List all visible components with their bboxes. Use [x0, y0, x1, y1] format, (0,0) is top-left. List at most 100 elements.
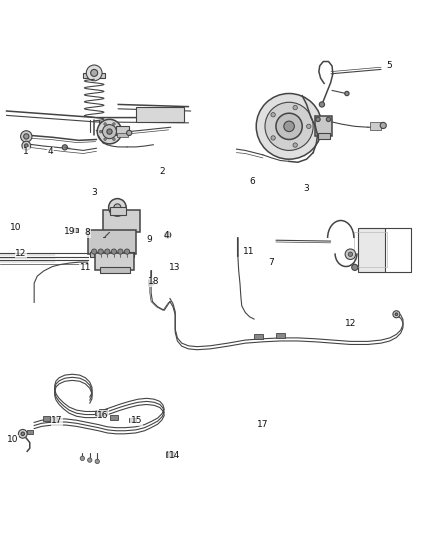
- Text: 6: 6: [249, 177, 255, 187]
- Circle shape: [98, 249, 103, 254]
- Bar: [48, 417, 57, 423]
- Circle shape: [113, 123, 115, 125]
- Circle shape: [348, 252, 353, 256]
- Circle shape: [307, 124, 311, 128]
- Circle shape: [111, 249, 117, 254]
- Bar: [43, 416, 50, 421]
- Text: 2: 2: [159, 166, 165, 175]
- Bar: [110, 207, 126, 215]
- Bar: [72, 228, 78, 232]
- Circle shape: [99, 130, 102, 133]
- Circle shape: [21, 432, 25, 435]
- Bar: [83, 73, 105, 78]
- Circle shape: [92, 249, 97, 254]
- Circle shape: [107, 129, 112, 134]
- Circle shape: [88, 458, 92, 462]
- Circle shape: [293, 106, 297, 110]
- Circle shape: [380, 123, 386, 128]
- Circle shape: [284, 121, 294, 132]
- Circle shape: [265, 102, 313, 150]
- Bar: [276, 333, 285, 338]
- Bar: [90, 252, 134, 257]
- Text: 5: 5: [386, 61, 392, 69]
- Circle shape: [114, 204, 121, 211]
- Bar: [99, 409, 107, 415]
- Circle shape: [18, 430, 27, 438]
- Circle shape: [256, 93, 322, 159]
- Circle shape: [165, 232, 171, 238]
- Text: 15: 15: [131, 416, 142, 425]
- Text: 8: 8: [85, 228, 91, 237]
- Text: 10: 10: [10, 223, 21, 231]
- Circle shape: [127, 130, 132, 135]
- Text: 18: 18: [148, 277, 160, 286]
- Bar: [318, 133, 330, 140]
- Circle shape: [104, 138, 106, 141]
- Circle shape: [345, 249, 356, 260]
- Text: 17: 17: [257, 419, 268, 429]
- Text: 3: 3: [91, 189, 97, 197]
- Circle shape: [293, 143, 297, 147]
- Bar: [136, 107, 184, 122]
- Text: 17: 17: [51, 416, 63, 425]
- Circle shape: [124, 249, 130, 254]
- Text: 11: 11: [243, 247, 254, 256]
- Circle shape: [109, 199, 126, 216]
- Text: 10: 10: [7, 435, 19, 444]
- Circle shape: [91, 69, 98, 76]
- Bar: [370, 122, 381, 130]
- Text: 12: 12: [15, 249, 27, 258]
- Bar: [166, 452, 174, 457]
- Circle shape: [393, 311, 400, 318]
- Circle shape: [395, 313, 398, 316]
- Circle shape: [62, 145, 67, 150]
- Circle shape: [113, 138, 115, 141]
- Circle shape: [319, 102, 325, 107]
- Text: 7: 7: [268, 257, 274, 266]
- Bar: [103, 211, 140, 232]
- Bar: [95, 411, 102, 415]
- Circle shape: [352, 264, 358, 270]
- Bar: [254, 334, 263, 339]
- Circle shape: [151, 281, 154, 285]
- Circle shape: [276, 113, 302, 140]
- Circle shape: [86, 65, 102, 81]
- Text: 9: 9: [146, 235, 152, 244]
- Text: 4: 4: [164, 231, 169, 240]
- Text: 3: 3: [304, 184, 310, 193]
- Circle shape: [21, 131, 32, 142]
- Circle shape: [22, 141, 31, 150]
- Circle shape: [168, 453, 172, 457]
- Circle shape: [105, 249, 110, 254]
- Circle shape: [80, 456, 85, 461]
- Bar: [100, 268, 130, 273]
- Circle shape: [25, 144, 28, 147]
- Bar: [116, 126, 129, 135]
- Circle shape: [102, 125, 117, 139]
- Text: 11: 11: [80, 263, 91, 272]
- Bar: [354, 232, 387, 268]
- Bar: [315, 116, 332, 136]
- Bar: [110, 415, 118, 420]
- Text: 14: 14: [169, 451, 180, 460]
- Bar: [27, 430, 33, 434]
- Bar: [129, 418, 136, 422]
- Text: 13: 13: [169, 263, 180, 272]
- Circle shape: [118, 249, 123, 254]
- Circle shape: [271, 112, 276, 117]
- Circle shape: [104, 123, 106, 125]
- Circle shape: [345, 91, 349, 96]
- Text: 12: 12: [345, 319, 356, 328]
- Bar: [358, 228, 385, 272]
- Bar: [117, 133, 128, 137]
- Circle shape: [117, 130, 120, 133]
- Circle shape: [24, 134, 29, 139]
- Circle shape: [95, 459, 99, 464]
- Circle shape: [316, 117, 320, 122]
- Bar: [88, 230, 136, 254]
- Text: 16: 16: [97, 411, 109, 420]
- Text: 4: 4: [48, 147, 53, 156]
- Text: 1: 1: [23, 147, 29, 156]
- Bar: [95, 253, 134, 270]
- Circle shape: [271, 136, 276, 140]
